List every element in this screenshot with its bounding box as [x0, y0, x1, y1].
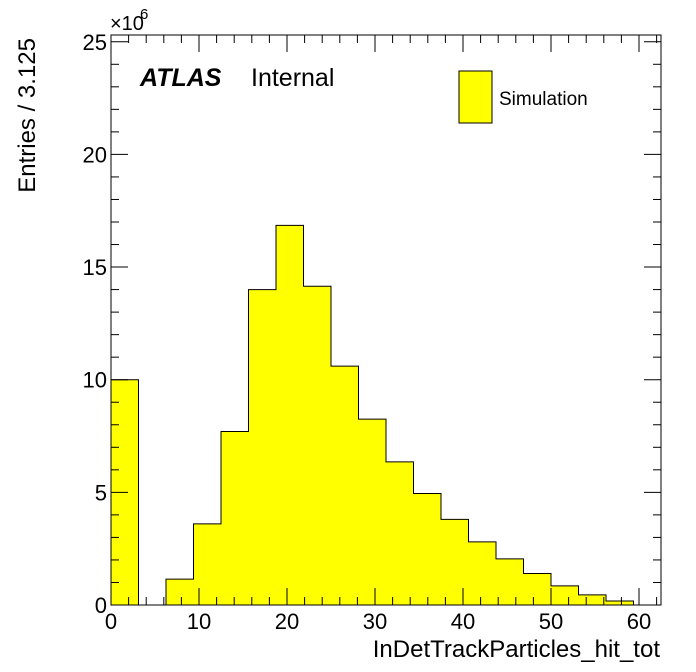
y-multiplier-exponent: 6 — [140, 6, 148, 23]
atlas-label: ATLAS — [139, 64, 222, 92]
histogram-bin — [358, 419, 386, 605]
x-tick-labels: 0 10 20 30 40 50 60 — [105, 609, 651, 634]
histogram-bin — [166, 579, 194, 605]
x-tick-label: 60 — [627, 609, 651, 634]
histogram-bin — [248, 289, 276, 605]
bars-layer — [110, 224, 661, 606]
y-tick-label: 0 — [95, 593, 107, 618]
legend-swatch-simulation — [458, 70, 493, 124]
histogram-bin — [551, 585, 579, 605]
y-tick-label: 25 — [83, 30, 107, 55]
histogram-bin — [221, 431, 249, 605]
histogram-outline — [110, 224, 661, 606]
x-tick-label: 10 — [187, 609, 211, 634]
internal-label: Internal — [251, 64, 334, 92]
histogram-bin — [441, 519, 469, 605]
y-axis-title: Entries / 3.125 — [14, 38, 41, 193]
histogram-bin — [386, 461, 414, 605]
x-tick-label: 0 — [105, 609, 117, 634]
x-tick-label: 30 — [363, 609, 387, 634]
y-tick-label: 15 — [83, 255, 107, 280]
x-tick-label: 20 — [275, 609, 299, 634]
histogram-bin — [193, 523, 221, 605]
histogram-bin — [331, 366, 359, 605]
histogram-bin — [496, 558, 524, 605]
histogram-bin — [303, 286, 331, 605]
histogram-bin — [276, 225, 304, 605]
y-tick-labels: 0 5 10 15 20 25 — [83, 30, 107, 618]
legend-label-simulation: Simulation — [499, 89, 588, 110]
histogram-bin — [606, 600, 634, 605]
y-tick-label: 5 — [95, 480, 107, 505]
x-axis-title: InDetTrackParticles_hit_tot — [373, 636, 661, 663]
ticks-layer — [110, 35, 661, 606]
y-multiplier: ×10 — [110, 13, 144, 35]
histogram-bin — [468, 541, 496, 605]
histogram-bin — [578, 594, 606, 605]
histogram-bin — [413, 493, 441, 605]
y-tick-label: 10 — [83, 368, 107, 393]
histogram-bin — [523, 573, 551, 605]
plot-frame — [110, 34, 662, 606]
x-tick-label: 40 — [451, 609, 475, 634]
y-tick-label: 20 — [83, 142, 107, 167]
x-tick-label: 50 — [539, 609, 563, 634]
